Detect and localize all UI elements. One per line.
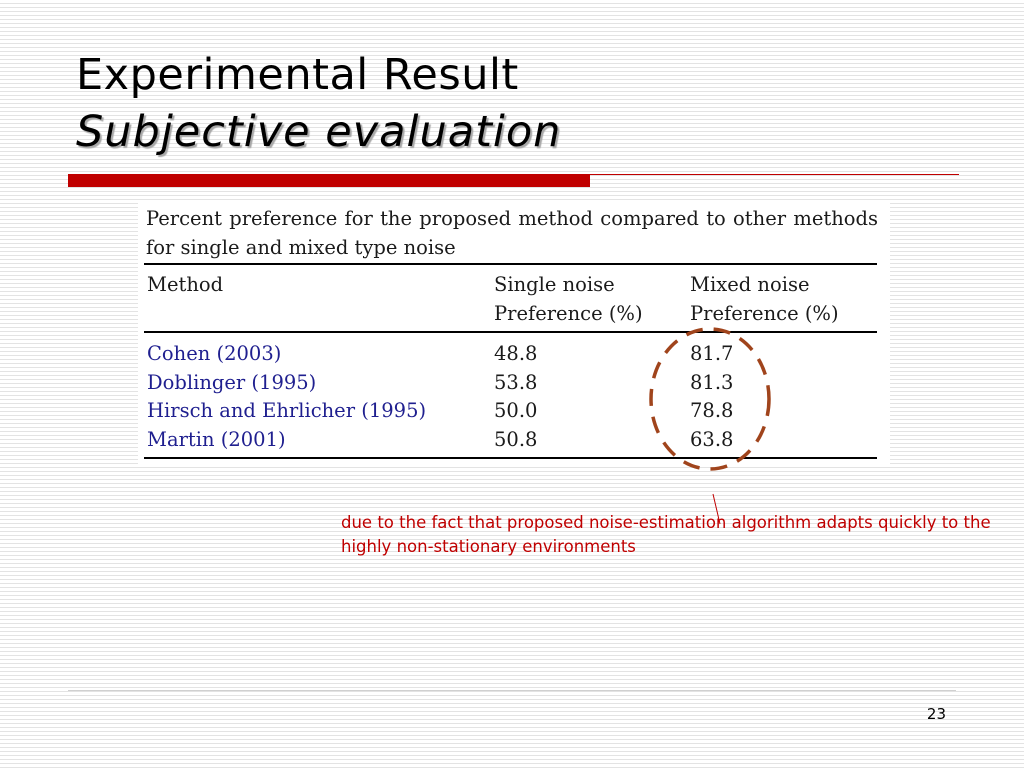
header-single-line1: Single noise: [494, 273, 615, 296]
table-top-rule: [144, 263, 877, 265]
table-row: Doblinger (1995) 53.8 81.3: [138, 369, 890, 398]
cell-single-noise: 50.0: [494, 399, 538, 422]
cell-mixed-noise: 81.7: [690, 342, 734, 365]
table-header-rule: [144, 331, 877, 333]
cell-single-noise: 50.8: [494, 427, 538, 451]
table-row: Martin (2001) 50.8 63.8: [138, 426, 890, 455]
title-underline-thick: [68, 174, 590, 187]
header-mixed-noise: Mixed noise Preference (%): [690, 270, 839, 328]
cell-single-noise: 48.8: [494, 342, 538, 365]
table-body: Cohen (2003) 48.8 81.7 Doblinger (1995) …: [138, 340, 890, 454]
cell-mixed-noise: 81.3: [690, 370, 734, 394]
table-row: Hirsch and Ehrlicher (1995) 50.0 78.8: [138, 397, 890, 426]
header-single-noise: Single noise Preference (%): [494, 270, 643, 328]
cell-method: Hirsch and Ehrlicher (1995): [147, 399, 427, 422]
cell-mixed-noise: 63.8: [690, 427, 734, 451]
highlight-dashed-ellipse: [649, 327, 771, 471]
table-row: Cohen (2003) 48.8 81.7: [138, 340, 890, 369]
cell-method: Martin (2001): [147, 427, 286, 451]
cell-method: Doblinger (1995): [147, 370, 317, 394]
header-method-label: Method: [147, 273, 224, 296]
header-single-line2: Preference (%): [494, 302, 643, 325]
cell-single-noise: 53.8: [494, 370, 538, 394]
footer-divider: [68, 690, 956, 691]
title-line1: Experimental Result: [76, 50, 519, 100]
table-caption: Percent preference for the proposed meth…: [146, 207, 878, 259]
page-number: 23: [926, 705, 946, 723]
annotation-pointer-line: [712, 493, 721, 525]
header-method: Method: [147, 270, 223, 299]
results-table: Percent preference for the proposed meth…: [138, 200, 890, 466]
annotation-text: due to the fact that proposed noise-esti…: [341, 513, 991, 556]
cell-mixed-noise: 78.8: [690, 399, 734, 422]
slide-title: Experimental Result Subjective evaluatio…: [76, 54, 561, 154]
table-bottom-rule: [144, 457, 877, 459]
header-mixed-line1: Mixed noise: [690, 273, 810, 296]
title-underline: [68, 174, 959, 188]
header-mixed-line2: Preference (%): [690, 302, 839, 325]
cell-method: Cohen (2003): [147, 342, 282, 365]
title-line2: Subjective evaluation: [76, 107, 562, 157]
title-underline-thin: [590, 174, 959, 175]
